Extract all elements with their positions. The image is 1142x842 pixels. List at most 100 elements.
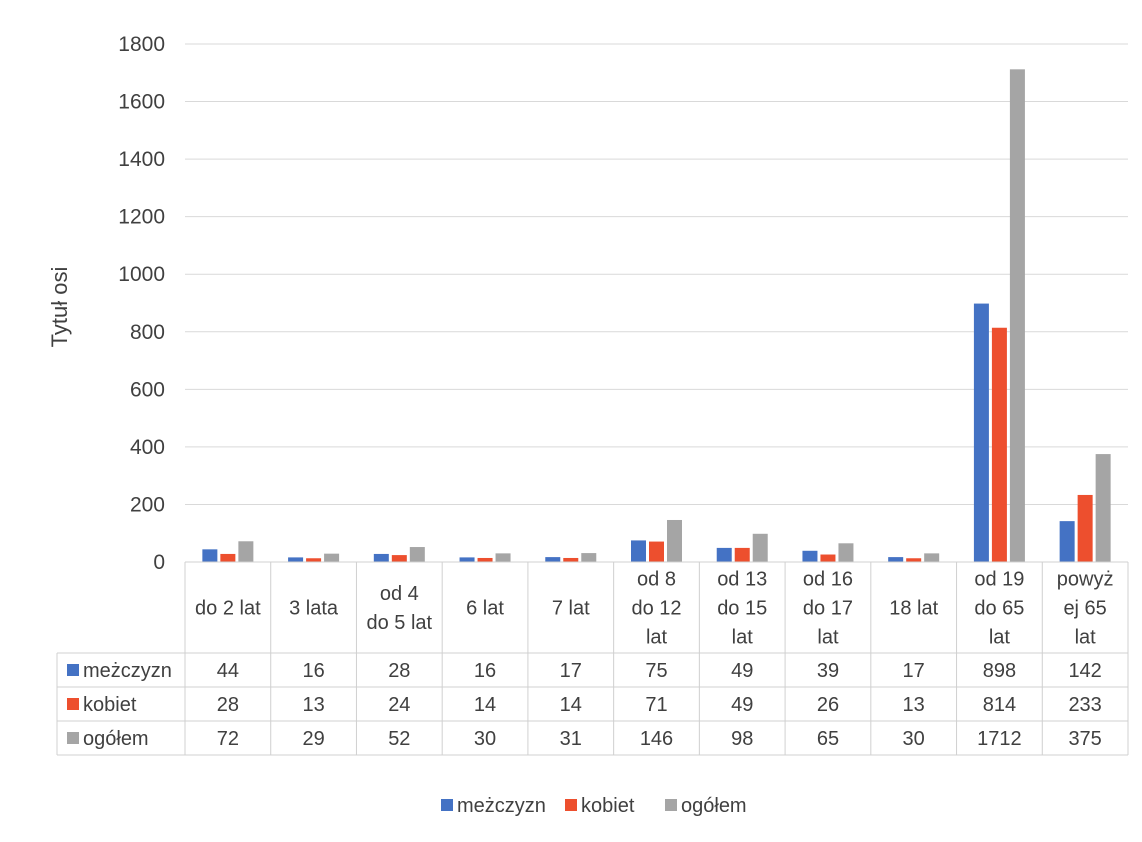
- gridlines: [185, 43, 1128, 505]
- category-label: ej 65: [1063, 598, 1106, 620]
- table-value: 52: [388, 728, 410, 750]
- table-value: 14: [474, 694, 496, 716]
- y-tick-label: 200: [130, 493, 165, 516]
- legend-label: meżczyzn: [457, 795, 546, 817]
- table-value: 233: [1068, 694, 1101, 716]
- legend-key: [565, 799, 577, 811]
- bar: [838, 543, 854, 562]
- bar: [1009, 69, 1025, 562]
- data-table: do 2 lat 3 lata od 4 do 5 lat 6 lat 7 lat od 8…: [56, 561, 1129, 756]
- table-value: 71: [645, 694, 667, 716]
- table-value: 28: [217, 694, 239, 716]
- table-series-name: kobiet: [83, 694, 137, 716]
- bar: [820, 554, 836, 562]
- category-label: lat: [989, 627, 1011, 649]
- table-value: 898: [983, 660, 1016, 682]
- bar: [391, 555, 407, 562]
- table-value: 13: [903, 694, 925, 716]
- legend-label: ogółem: [681, 795, 747, 817]
- table-value: 29: [302, 728, 324, 750]
- bar: [238, 541, 254, 562]
- bar: [752, 533, 768, 562]
- table-value: 31: [560, 728, 582, 750]
- table-value: 75: [645, 660, 667, 682]
- table-value: 26: [817, 694, 839, 716]
- category-label: od 19: [974, 569, 1024, 591]
- category-label: do 5 lat: [367, 612, 433, 634]
- bar: [631, 540, 646, 562]
- bar: [649, 541, 664, 562]
- category-label: do 15: [717, 598, 767, 620]
- category-label: powyż: [1057, 569, 1114, 591]
- table-value: 72: [217, 728, 239, 750]
- table-value: 65: [817, 728, 839, 750]
- bar: [888, 557, 904, 562]
- bar: [991, 327, 1007, 562]
- category-label: lat: [817, 627, 839, 649]
- bar: [477, 557, 493, 562]
- y-axis-title: Tytuł osi: [47, 267, 72, 348]
- category-label: 7 lat: [552, 598, 590, 620]
- bar: [324, 553, 340, 562]
- bar: [373, 553, 389, 562]
- bar: [202, 549, 218, 562]
- table-value: 49: [731, 694, 753, 716]
- bar: [802, 550, 818, 562]
- bar: [459, 557, 475, 562]
- category-label: od 16: [803, 569, 853, 591]
- table-value: 28: [388, 660, 410, 682]
- y-axis-ticks: 0 200 400 600 800 1000 1200 1400 1600 1800: [118, 33, 165, 574]
- table-value: 17: [560, 660, 582, 682]
- bar: [973, 303, 989, 562]
- y-tick-label: 1600: [118, 91, 165, 114]
- category-label: do 12: [631, 598, 681, 620]
- table-legend-key: [67, 698, 79, 710]
- bar: [409, 547, 425, 562]
- y-tick-label: 1400: [118, 148, 165, 171]
- table-value: 146: [640, 728, 673, 750]
- table-value: 30: [474, 728, 496, 750]
- table-value: 13: [302, 694, 324, 716]
- table-value: 375: [1068, 728, 1101, 750]
- legend-label: kobiet: [581, 795, 635, 817]
- table-series-name: meżczyzn: [83, 660, 172, 682]
- bar: [1077, 494, 1093, 562]
- legend-key: [441, 799, 453, 811]
- table-value: 24: [388, 694, 410, 716]
- category-label: do 17: [803, 598, 853, 620]
- table-value: 16: [474, 660, 496, 682]
- table-value: 44: [217, 660, 239, 682]
- y-tick-label: 1000: [118, 263, 165, 286]
- table-legend-key: [67, 732, 79, 744]
- y-tick-label: 1200: [118, 206, 165, 229]
- bar: [924, 553, 940, 562]
- category-label: do 2 lat: [195, 598, 261, 620]
- table-value: 16: [302, 660, 324, 682]
- category-label: od 4: [380, 583, 419, 605]
- bar: [220, 553, 236, 562]
- bar: [581, 553, 597, 562]
- y-tick-label: 800: [130, 321, 165, 344]
- category-label: 18 lat: [889, 598, 938, 620]
- legend: meżczyzn kobiet ogółem: [441, 795, 747, 817]
- bar: [545, 557, 561, 562]
- bar: [306, 558, 322, 562]
- bar: [1095, 454, 1111, 562]
- table-legend-key: [67, 664, 79, 676]
- category-label: lat: [646, 627, 668, 649]
- bar: [716, 547, 732, 562]
- table-value: 17: [903, 660, 925, 682]
- category-label: lat: [732, 627, 754, 649]
- y-tick-label: 400: [130, 436, 165, 459]
- y-tick-label: 1800: [118, 33, 165, 56]
- bars: [202, 69, 1111, 562]
- bar: [1059, 521, 1075, 562]
- category-label: 6 lat: [466, 598, 504, 620]
- category-label: od 8: [637, 569, 676, 591]
- table-value: 1712: [977, 728, 1022, 750]
- table-value: 14: [560, 694, 582, 716]
- bar: [734, 547, 750, 562]
